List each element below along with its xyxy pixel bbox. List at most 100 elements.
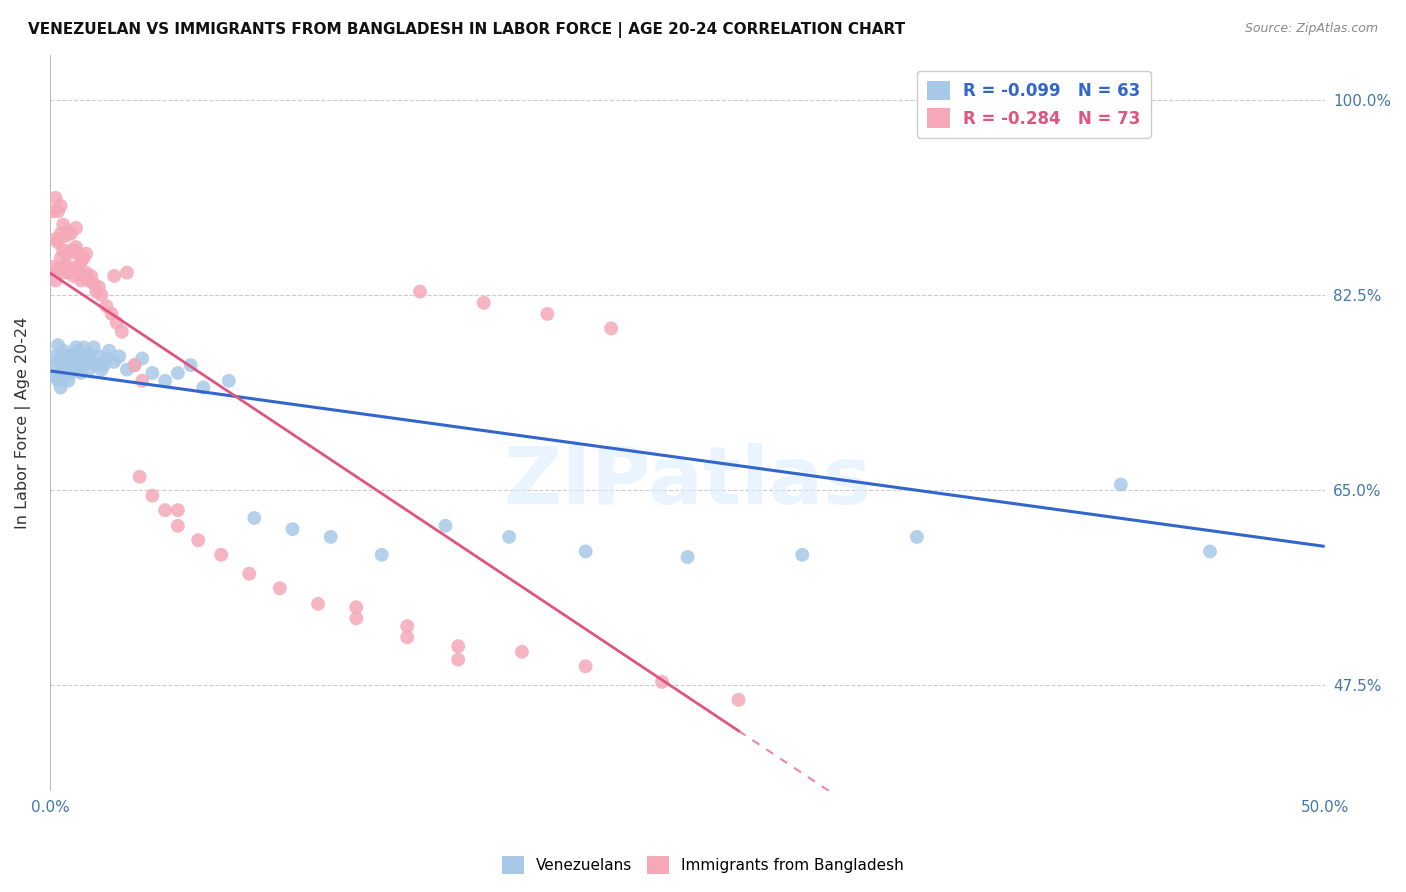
Point	[70, 349, 93, 363]
Point	[72, 340, 94, 354]
Point	[344, 611, 367, 625]
Point	[72, 358, 94, 372]
Point	[77, 347, 100, 361]
Text: ZIPatlas: ZIPatlas	[503, 443, 872, 521]
Point	[59, 227, 82, 241]
Point	[651, 674, 673, 689]
Point	[600, 321, 623, 335]
Point	[77, 273, 100, 287]
Point	[83, 277, 105, 291]
Point	[86, 285, 108, 299]
Point	[80, 355, 103, 369]
Point	[65, 221, 87, 235]
Point	[153, 374, 176, 388]
Point	[42, 260, 65, 274]
Point	[49, 227, 72, 241]
Point	[472, 295, 495, 310]
Point	[103, 355, 125, 369]
Point	[58, 266, 80, 280]
Point	[124, 358, 146, 372]
Point	[58, 374, 80, 388]
Point	[187, 533, 209, 548]
Point	[124, 358, 146, 372]
Point	[55, 362, 77, 376]
Point	[167, 503, 190, 517]
Point	[167, 518, 190, 533]
Point	[281, 522, 304, 536]
Point	[65, 340, 87, 354]
Point	[72, 251, 94, 265]
Text: VENEZUELAN VS IMMIGRANTS FROM BANGLADESH IN LABOR FORCE | AGE 20-24 CORRELATION : VENEZUELAN VS IMMIGRANTS FROM BANGLADESH…	[28, 22, 905, 38]
Point	[67, 343, 90, 358]
Point	[55, 349, 77, 363]
Point	[75, 351, 97, 366]
Point	[46, 235, 69, 250]
Point	[58, 358, 80, 372]
Point	[792, 548, 814, 562]
Point	[141, 489, 163, 503]
Point	[96, 351, 118, 366]
Point	[371, 548, 394, 562]
Point	[58, 224, 80, 238]
Point	[108, 349, 131, 363]
Point	[52, 358, 75, 372]
Legend: Venezuelans, Immigrants from Bangladesh: Venezuelans, Immigrants from Bangladesh	[496, 850, 910, 880]
Point	[90, 288, 112, 302]
Point	[319, 530, 342, 544]
Point	[45, 191, 67, 205]
Point	[396, 619, 419, 633]
Point	[98, 343, 121, 358]
Point	[77, 362, 100, 376]
Point	[396, 630, 419, 644]
Point	[46, 374, 69, 388]
Point	[52, 371, 75, 385]
Point	[111, 325, 134, 339]
Point	[67, 266, 90, 280]
Point	[1109, 477, 1132, 491]
Point	[269, 581, 291, 595]
Point	[46, 262, 69, 277]
Point	[70, 366, 93, 380]
Point	[141, 366, 163, 380]
Point	[65, 260, 87, 274]
Point	[49, 380, 72, 394]
Point	[45, 273, 67, 287]
Point	[243, 511, 266, 525]
Point	[49, 366, 72, 380]
Point	[86, 358, 108, 372]
Point	[59, 351, 82, 366]
Point	[46, 204, 69, 219]
Point	[46, 338, 69, 352]
Point	[45, 349, 67, 363]
Point	[167, 366, 190, 380]
Point	[65, 240, 87, 254]
Point	[128, 469, 150, 483]
Point	[510, 645, 533, 659]
Point	[100, 307, 122, 321]
Point	[131, 374, 153, 388]
Point	[70, 254, 93, 268]
Y-axis label: In Labor Force | Age 20-24: In Labor Force | Age 20-24	[15, 317, 31, 529]
Point	[67, 246, 90, 260]
Point	[87, 280, 110, 294]
Point	[42, 204, 65, 219]
Point	[447, 652, 470, 666]
Point	[103, 268, 125, 283]
Point	[52, 218, 75, 232]
Point	[115, 362, 138, 376]
Point	[447, 639, 470, 653]
Point	[55, 228, 77, 243]
Point	[115, 266, 138, 280]
Point	[80, 268, 103, 283]
Point	[52, 244, 75, 258]
Point	[238, 566, 260, 581]
Point	[153, 503, 176, 517]
Point	[52, 343, 75, 358]
Point	[193, 380, 215, 394]
Point	[62, 347, 84, 361]
Point	[75, 266, 97, 280]
Point	[676, 549, 699, 564]
Point	[46, 355, 69, 369]
Point	[90, 362, 112, 376]
Point	[49, 199, 72, 213]
